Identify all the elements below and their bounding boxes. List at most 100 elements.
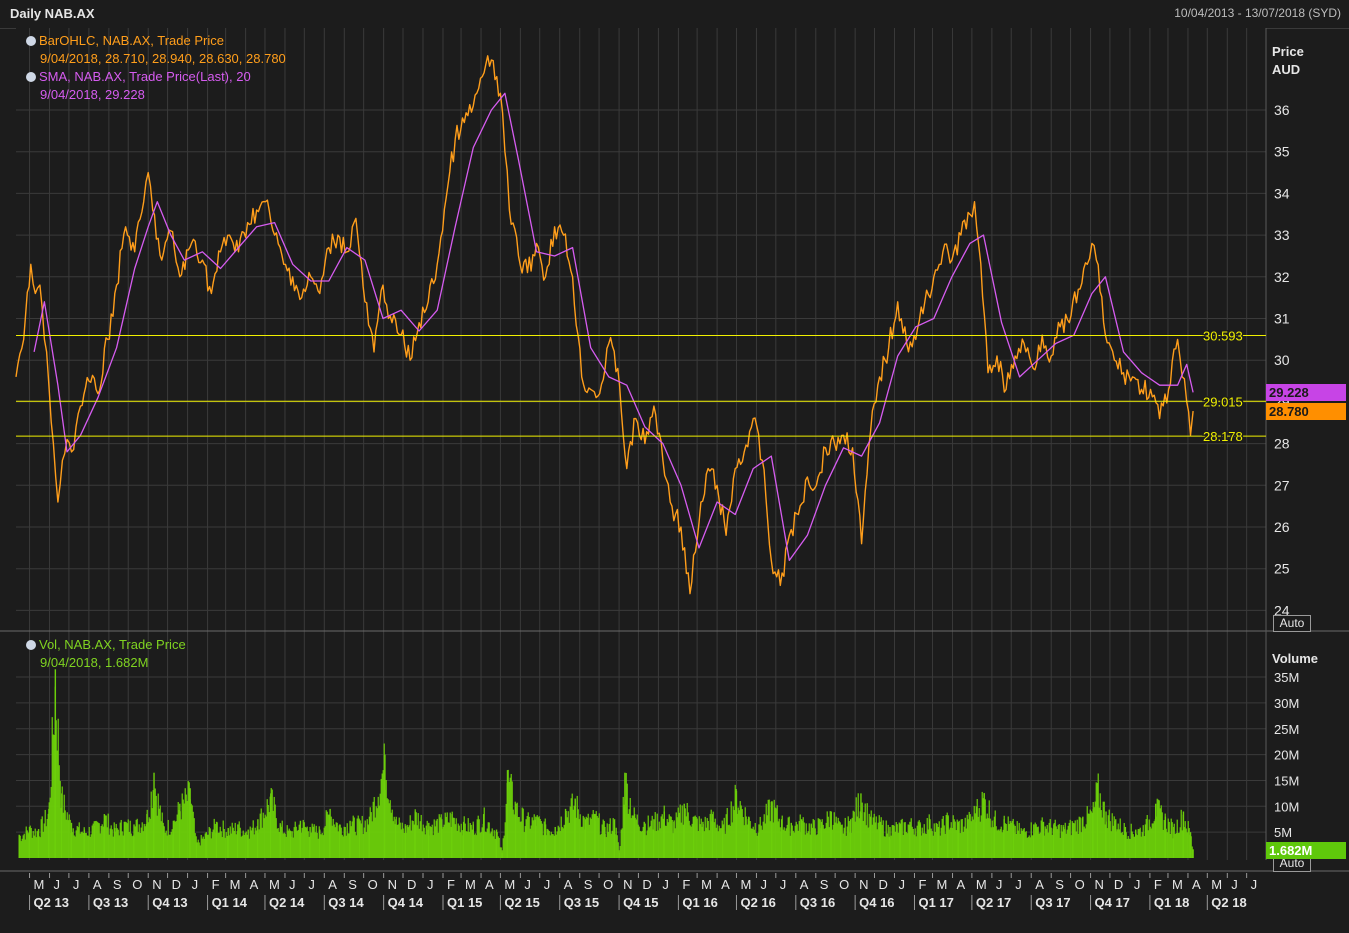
month-tick-label: M: [740, 877, 751, 892]
price-axis-title: Price AUD: [1272, 43, 1304, 79]
month-tick-label: M: [269, 877, 280, 892]
month-tick-label: A: [957, 877, 966, 892]
month-tick-label: N: [1095, 877, 1104, 892]
month-tick-label: M: [701, 877, 712, 892]
sma-series-line: [33, 92, 1194, 562]
month-tick-label: M: [1211, 877, 1222, 892]
price-tick-label: 34: [1274, 185, 1290, 201]
price-tick-label: 33: [1274, 227, 1290, 243]
month-tick-label: O: [603, 877, 613, 892]
price-last-badge: 28.780: [1266, 403, 1346, 420]
month-tick-label: J: [54, 877, 61, 892]
month-tick-label: J: [73, 877, 80, 892]
quarter-tick-label: Q2 18: [1211, 895, 1246, 910]
legend-volume-name: Vol, NAB.AX, Trade Price: [39, 637, 186, 652]
month-tick-label: F: [1154, 877, 1162, 892]
month-tick-label: F: [918, 877, 926, 892]
month-tick-label: A: [93, 877, 102, 892]
price-axis-title-line1: Price: [1272, 44, 1304, 59]
month-tick-label: A: [328, 877, 337, 892]
month-tick-label: M: [34, 877, 45, 892]
month-tick-label: J: [427, 877, 434, 892]
month-tick-label: A: [1035, 877, 1044, 892]
month-tick-label: S: [584, 877, 593, 892]
quarter-tick-label: Q3 15: [564, 895, 599, 910]
legend-sma-values: 9/04/2018, 29.228: [40, 87, 145, 102]
quarter-tick-label: Q3 16: [800, 895, 835, 910]
month-tick-label: S: [1055, 877, 1064, 892]
legend-volume[interactable]: Vol, NAB.AX, Trade Price 9/04/2018, 1.68…: [26, 636, 186, 672]
month-tick-label: J: [760, 877, 767, 892]
legend-ohlc-values: 9/04/2018, 28.710, 28.940, 28.630, 28.78…: [40, 51, 286, 66]
price-tick-label: 30: [1274, 352, 1290, 368]
quarter-tick-label: Q2 13: [34, 895, 69, 910]
date-range: 10/04/2013 - 13/07/2018 (SYD): [1174, 6, 1341, 20]
month-tick-label: O: [132, 877, 142, 892]
month-tick-label: M: [937, 877, 948, 892]
quarter-tick-label: Q4 15: [623, 895, 658, 910]
month-tick-label: N: [152, 877, 161, 892]
chart-canvas[interactable]: 242526272829303132333435365M10M15M20M25M…: [0, 28, 1349, 933]
legend-volume-values: 9/04/2018, 1.682M: [40, 655, 149, 670]
price-tick-label: 28: [1274, 436, 1290, 452]
month-tick-label: D: [642, 877, 651, 892]
quarter-tick-label: Q1 14: [212, 895, 248, 910]
month-tick-label: A: [721, 877, 730, 892]
volume-axis-title: Volume: [1272, 651, 1318, 666]
legend-ohlc-name: BarOHLC, NAB.AX, Trade Price: [39, 33, 224, 48]
volume-auto-scale-button[interactable]: Auto: [1273, 855, 1311, 872]
quarter-tick-label: Q2 14: [269, 895, 305, 910]
quarter-tick-label: Q1 16: [682, 895, 717, 910]
price-tick-label: 31: [1274, 311, 1290, 327]
month-tick-label: F: [447, 877, 455, 892]
quarter-tick-label: Q1 15: [447, 895, 482, 910]
month-tick-label: M: [230, 877, 241, 892]
month-tick-label: J: [308, 877, 315, 892]
month-tick-label: J: [192, 877, 199, 892]
price-tick-label: 35: [1274, 144, 1290, 160]
month-tick-label: J: [780, 877, 787, 892]
month-tick-label: O: [1075, 877, 1085, 892]
quarter-tick-label: Q4 13: [152, 895, 187, 910]
x-axis-band: [0, 873, 1349, 933]
month-tick-label: N: [623, 877, 632, 892]
quarter-tick-label: Q4 16: [859, 895, 894, 910]
volume-tick-label: 20M: [1274, 748, 1299, 763]
price-tick-label: 36: [1274, 102, 1290, 118]
volume-tick-label: 25M: [1274, 722, 1299, 737]
quarter-tick-label: Q4 17: [1095, 895, 1130, 910]
month-tick-label: D: [1114, 877, 1123, 892]
chart-title: Daily NAB.AX: [10, 6, 95, 21]
month-tick-label: J: [1134, 877, 1141, 892]
volume-panel: [16, 633, 1266, 860]
month-tick-label: J: [898, 877, 905, 892]
quarter-tick-label: Q3 17: [1035, 895, 1070, 910]
legend-sma[interactable]: SMA, NAB.AX, Trade Price(Last), 20 9/04/…: [26, 68, 251, 104]
price-tick-label: 26: [1274, 519, 1290, 535]
price-auto-scale-button[interactable]: Auto: [1273, 615, 1311, 632]
price-series-line: [15, 55, 1194, 595]
month-tick-label: M: [1172, 877, 1183, 892]
quarter-tick-label: Q1 17: [918, 895, 953, 910]
volume-last-badge: 1.682M: [1266, 842, 1346, 859]
quarter-tick-label: Q2 15: [504, 895, 539, 910]
month-tick-label: J: [1015, 877, 1022, 892]
price-panel: [16, 28, 1266, 630]
price-tick-label: 24: [1274, 602, 1290, 618]
month-tick-label: S: [113, 877, 122, 892]
title-bar: Daily NAB.AX 10/04/2013 - 13/07/2018 (SY…: [0, 0, 1349, 29]
volume-tick-label: 35M: [1274, 670, 1299, 685]
month-tick-label: N: [859, 877, 868, 892]
reference-line-label: 29.015: [1203, 394, 1243, 409]
legend-toggle-icon[interactable]: [26, 36, 36, 46]
month-tick-label: J: [544, 877, 551, 892]
month-tick-label: N: [388, 877, 397, 892]
price-tick-label: 27: [1274, 477, 1290, 493]
month-tick-label: A: [800, 877, 809, 892]
legend-toggle-icon[interactable]: [26, 640, 36, 650]
price-tick-label: 32: [1274, 269, 1290, 285]
month-tick-label: O: [839, 877, 849, 892]
legend-toggle-icon[interactable]: [26, 72, 36, 82]
legend-ohlc[interactable]: BarOHLC, NAB.AX, Trade Price 9/04/2018, …: [26, 32, 286, 68]
